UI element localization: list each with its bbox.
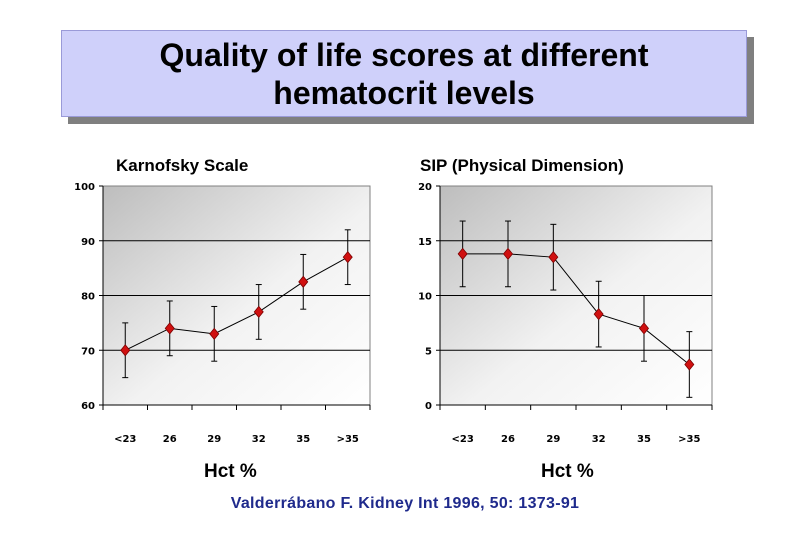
karnofsky-x-tick-label: >35 <box>337 434 359 445</box>
sip-x-tick-label: 26 <box>501 434 515 445</box>
sip-data-point <box>638 322 650 335</box>
sip-y-tick-label: 0 <box>425 401 432 412</box>
karnofsky-data-point <box>298 275 309 288</box>
karnofsky-x-tick-label: <23 <box>114 434 136 445</box>
karnofsky-data-point <box>342 251 353 264</box>
karnofsky-y-tick-label: 80 <box>81 292 95 303</box>
sip-x-tick-label: 29 <box>546 434 560 445</box>
karnofsky-y-tick-label: 100 <box>74 182 95 193</box>
title-box: Quality of life scores at different hema… <box>61 30 747 117</box>
sip-data-point <box>548 251 559 264</box>
karnofsky-x-tick-label: 35 <box>296 434 310 445</box>
karnofsky-x-tick-label: 29 <box>207 434 221 445</box>
karnofsky-data-point <box>209 327 220 340</box>
slide-title-line-1: Quality of life scores at different <box>159 36 649 73</box>
sip-x-tick-label: >35 <box>678 434 700 445</box>
karnofsky-y-tick-label: 70 <box>81 346 95 357</box>
sip-y-tick-label: 15 <box>418 237 432 248</box>
karnofsky-chart: 60 70 80 90 100 <23 26 29 32 35 >35 <box>74 182 371 445</box>
sip-chart-title: SIP (Physical Dimension) <box>420 156 624 175</box>
sip-y-tick-label: 5 <box>425 346 432 357</box>
sip-x-tick-label: 32 <box>592 434 606 445</box>
karnofsky-chart-title: Karnofsky Scale <box>116 156 249 175</box>
karnofsky-data-point <box>120 344 131 357</box>
sip-x-tick-label: 35 <box>637 434 651 445</box>
karnofsky-y-tick-label: 90 <box>81 237 95 248</box>
sip-data-point <box>502 247 514 261</box>
sip-series-line <box>462 253 690 365</box>
karnofsky-data-point <box>253 305 264 319</box>
karnofsky-y-tick-label: 60 <box>81 401 95 412</box>
karnofsky-series-line <box>125 256 348 351</box>
karnofsky-x-tick-label: 32 <box>252 434 266 445</box>
karnofsky-x-tick-label: 26 <box>163 434 177 445</box>
sip-data-point <box>684 358 695 371</box>
slide-title-line-2: hematocrit levels <box>273 74 535 111</box>
citation: Valderrábano F. Kidney Int 1996, 50: 137… <box>230 495 580 512</box>
sip-data-point <box>593 307 604 321</box>
sip-x-axis-label: Hct % <box>541 461 594 482</box>
karnofsky-data-point <box>164 322 175 335</box>
karnofsky-x-axis-label: Hct % <box>204 461 257 482</box>
sip-x-tick-label: <23 <box>452 434 474 445</box>
sip-chart: 0 5 10 15 20 <23 26 29 32 35 >35 <box>418 182 713 445</box>
sip-data-point <box>457 247 468 261</box>
sip-y-tick-label: 20 <box>418 182 432 193</box>
sip-y-tick-label: 10 <box>418 292 432 303</box>
